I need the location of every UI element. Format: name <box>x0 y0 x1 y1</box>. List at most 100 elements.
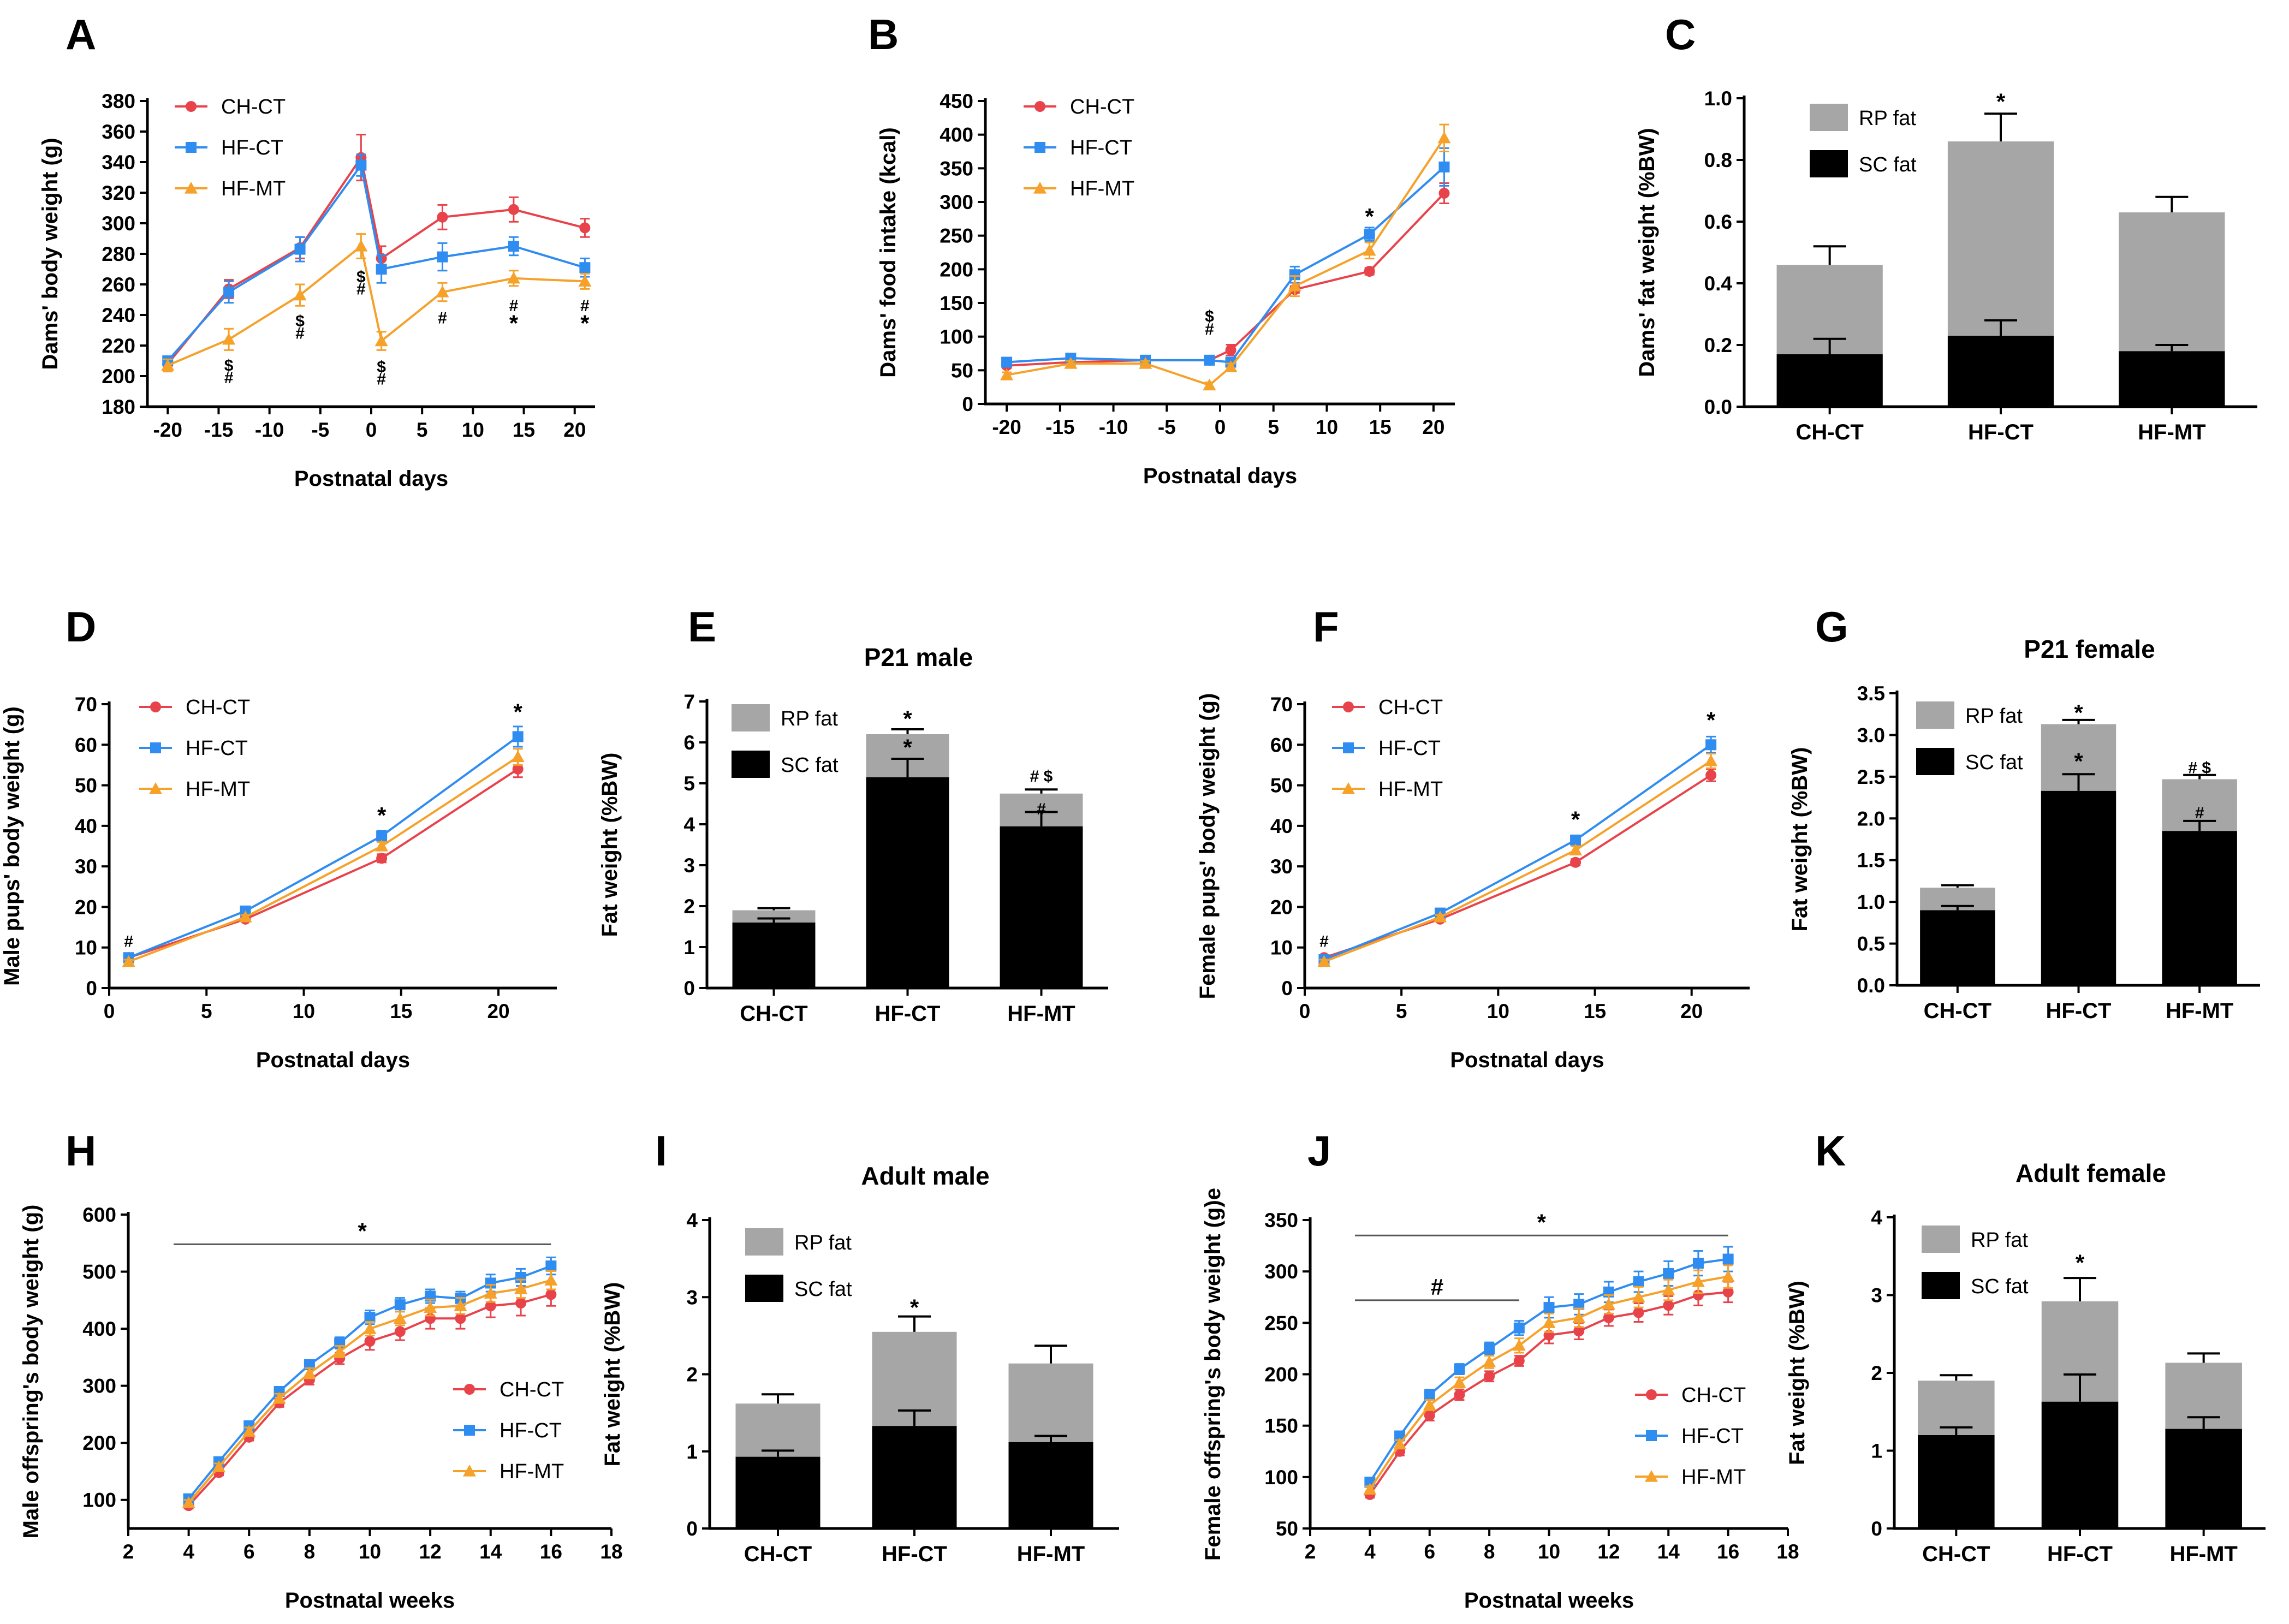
y-tick-label: 40 <box>75 815 97 837</box>
legend-label: CH-CT <box>186 696 250 719</box>
data-point <box>1573 1325 1585 1337</box>
significance-mark: # <box>509 297 519 315</box>
data-point <box>1722 1253 1734 1265</box>
panel-label: K <box>1815 1127 1846 1175</box>
data-point <box>1691 1275 1705 1287</box>
significance-mark: # <box>224 369 234 387</box>
significance-mark: # <box>580 297 590 315</box>
y-tick-label: 60 <box>75 734 97 756</box>
data-point <box>1573 1299 1585 1310</box>
legend-marker <box>1645 1470 1658 1482</box>
series-line-hf-ct <box>128 735 519 959</box>
data-point <box>212 1460 225 1472</box>
data-point <box>1484 1343 1495 1354</box>
significance-mark: * <box>1365 204 1374 229</box>
x-tick-label: 6 <box>1424 1540 1435 1563</box>
series-line-ch-ct <box>1323 774 1712 959</box>
y-tick-label: 50 <box>75 775 97 797</box>
legend-label: RP fat <box>794 1232 852 1254</box>
y-tick-label: 400 <box>82 1318 116 1340</box>
panel-title: Adult female <box>2015 1159 2166 1187</box>
x-tick-label: 14 <box>479 1540 502 1563</box>
bar-rp-fat <box>735 1403 821 1457</box>
y-tick-label: 0 <box>962 393 973 415</box>
legend-label: SC fat <box>1971 1275 2029 1298</box>
bar-sc-fat <box>735 1456 821 1528</box>
x-tick-label: HF-CT <box>2047 1542 2113 1566</box>
data-point <box>1424 1409 1435 1421</box>
data-point <box>545 1260 557 1272</box>
x-tick-label: 20 <box>487 1000 509 1022</box>
legend-marker <box>150 742 161 753</box>
x-tick-label: HF-MT <box>2138 420 2205 444</box>
y-tick-label: 280 <box>102 243 135 265</box>
bar-sc-fat <box>732 923 816 988</box>
y-axis-label: Dams' food intake (kcal) <box>876 127 900 378</box>
y-axis-label: Fat weight (%BW) <box>1785 1281 1809 1465</box>
legend-label: HF-MT <box>1378 778 1443 801</box>
x-tick-label: HF-MT <box>1007 1002 1075 1026</box>
y-tick-label: 0.4 <box>1704 272 1733 295</box>
y-tick-label: 600 <box>82 1204 116 1226</box>
legend-label: HF-CT <box>221 136 283 159</box>
data-point <box>1454 1389 1465 1401</box>
data-point <box>507 271 520 284</box>
x-tick-label: HF-CT <box>2046 999 2112 1023</box>
legend-label: CH-CT <box>500 1378 564 1401</box>
bar-rp-fat <box>732 910 816 923</box>
y-tick-label: 360 <box>102 121 135 143</box>
data-point <box>1663 1268 1674 1279</box>
legend-marker <box>150 701 161 712</box>
panel-label: H <box>66 1127 96 1175</box>
x-tick-label: 20 <box>1422 416 1444 438</box>
panel-title: P21 female <box>2024 635 2155 663</box>
panel-label: I <box>655 1127 667 1175</box>
data-point <box>1438 187 1450 199</box>
y-axis-label: Male offspring's body weight (g) <box>19 1205 43 1539</box>
y-tick-label: 60 <box>1270 734 1293 756</box>
x-axis-label: Postnatal weeks <box>285 1589 455 1613</box>
x-tick-label: HF-MT <box>1017 1542 1085 1566</box>
x-axis-label: Postnatal days <box>1143 464 1297 488</box>
x-tick-label: 5 <box>201 1000 212 1022</box>
data-point <box>544 1274 558 1286</box>
y-tick-label: 0.8 <box>1704 149 1732 171</box>
data-point <box>376 853 388 864</box>
x-tick-label: -5 <box>1158 416 1176 438</box>
y-tick-label: 40 <box>1270 815 1293 837</box>
panel-h: H 100 200 300 400 500 600 Male offspring's body… <box>19 1127 623 1613</box>
panel-label: A <box>66 10 96 58</box>
significance-mark: $ <box>295 312 305 330</box>
data-point <box>454 1299 467 1311</box>
legend-marker <box>1646 1430 1657 1441</box>
y-axis-label: Fat weight (%BW) <box>601 1282 625 1467</box>
significance-mark: * <box>2074 748 2083 774</box>
significance-mark: # <box>356 280 366 298</box>
legend-label: CH-CT <box>1378 696 1443 719</box>
data-point <box>1602 1298 1615 1310</box>
y-tick-label: 1.5 <box>1857 849 1885 872</box>
legend-label: SC fat <box>1965 751 2023 774</box>
x-tick-label: 6 <box>243 1540 255 1563</box>
x-tick-label: 4 <box>183 1540 194 1563</box>
panel-k: K 0 1 2 3 4 Fat weight (%BW) Adult female CH-CT H… <box>1785 1127 2266 1566</box>
x-tick-label: 18 <box>600 1540 622 1563</box>
x-tick-label: CH-CT <box>744 1542 812 1566</box>
y-tick-label: 320 <box>102 182 135 204</box>
data-point <box>1705 739 1717 751</box>
data-point <box>1437 131 1451 144</box>
data-point <box>1513 1355 1525 1367</box>
data-point <box>508 241 519 252</box>
y-tick-label: 0.0 <box>1704 396 1732 418</box>
data-point <box>364 1312 376 1323</box>
data-point <box>394 1299 406 1311</box>
y-tick-label: 0 <box>86 977 97 1000</box>
legend-label: HF-MT <box>500 1460 564 1483</box>
y-tick-label: 250 <box>1264 1312 1298 1334</box>
legend-swatch <box>1916 748 1954 775</box>
significance-mark: # <box>124 933 133 951</box>
y-tick-label: 150 <box>940 292 973 314</box>
data-point <box>355 159 367 171</box>
significance-mark: # <box>1205 320 1214 338</box>
x-tick-label: 0 <box>104 1000 115 1022</box>
